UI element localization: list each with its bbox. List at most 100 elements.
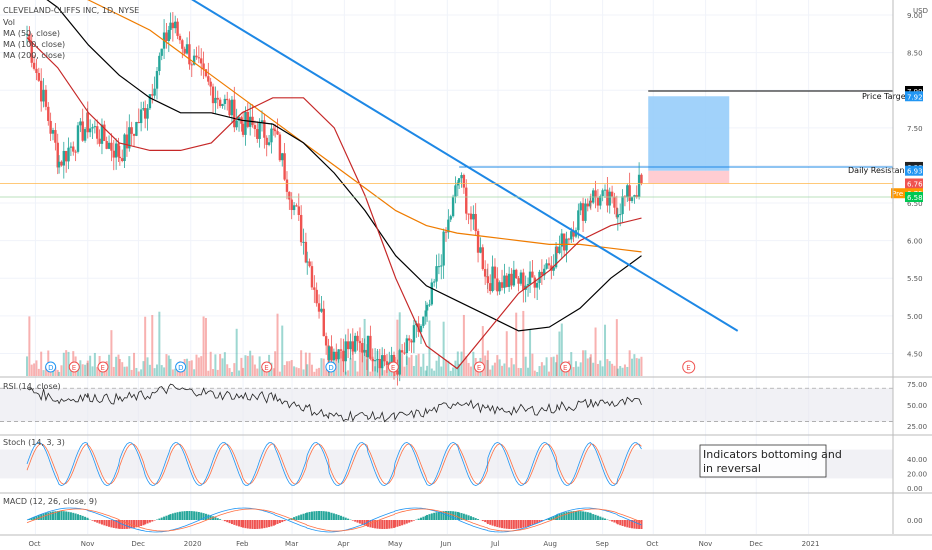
event-marker-e[interactable] bbox=[97, 361, 109, 373]
volume-bar bbox=[579, 362, 582, 376]
macd-histogram-bar bbox=[110, 520, 113, 528]
volume-bar bbox=[260, 369, 263, 376]
event-marker-d[interactable] bbox=[45, 361, 57, 373]
macd-histogram-bar bbox=[335, 514, 338, 520]
macd-histogram-bar bbox=[374, 520, 377, 529]
candle-body bbox=[270, 128, 273, 143]
candle-body bbox=[358, 341, 362, 344]
volume-bar bbox=[65, 350, 68, 376]
macd-histogram-bar bbox=[265, 520, 268, 528]
candle-body bbox=[555, 246, 559, 254]
volume-bar bbox=[435, 360, 438, 376]
ma50-line bbox=[26, 37, 642, 370]
volume-bar bbox=[151, 315, 154, 376]
volume-bar bbox=[167, 355, 170, 376]
volume-bar bbox=[472, 351, 475, 376]
legend-macd[interactable]: MACD (12, 26, close, 9) bbox=[3, 497, 97, 506]
volume-bar bbox=[426, 365, 429, 376]
volume-bar bbox=[200, 356, 203, 376]
legend-stoch[interactable]: Stoch (14, 3, 3) bbox=[3, 438, 65, 447]
macd-histogram-bar bbox=[547, 518, 550, 520]
volume-bar bbox=[469, 366, 472, 376]
candle-body bbox=[390, 354, 393, 363]
candle-body bbox=[396, 370, 399, 375]
volume-bar bbox=[447, 360, 450, 376]
legend-ma100[interactable]: MA (100, close) bbox=[3, 40, 65, 49]
candle-body bbox=[640, 174, 643, 184]
candle-body bbox=[283, 153, 286, 180]
volume-bar bbox=[608, 361, 611, 376]
candle-body bbox=[28, 34, 31, 42]
time-tick-label: Nov bbox=[81, 540, 95, 548]
volume-bar bbox=[611, 363, 614, 376]
macd-histogram-bar bbox=[577, 511, 580, 520]
candle-body bbox=[422, 316, 425, 326]
macd-histogram-bar bbox=[401, 520, 404, 526]
upcoming-earnings-marker[interactable] bbox=[682, 360, 696, 374]
volume-bar bbox=[153, 368, 156, 376]
macd-histogram-bar bbox=[133, 520, 136, 528]
macd-histogram-bar bbox=[496, 520, 499, 528]
macd-histogram-bar bbox=[320, 511, 323, 520]
event-marker-label: D bbox=[328, 364, 333, 372]
volume-bar bbox=[283, 365, 286, 376]
price-tag-label: 6.76 bbox=[907, 180, 923, 188]
event-marker-d[interactable] bbox=[325, 361, 337, 373]
candle-body bbox=[292, 205, 296, 211]
candle-body bbox=[260, 120, 264, 123]
legend-ma50[interactable]: MA (50, close) bbox=[3, 29, 60, 38]
macd-histogram-bar bbox=[621, 520, 624, 526]
candle-body bbox=[554, 246, 558, 268]
volume-bar bbox=[430, 368, 433, 376]
candle-body bbox=[594, 190, 597, 198]
macd-histogram-bar bbox=[304, 513, 307, 520]
macd-histogram-bar bbox=[469, 516, 472, 520]
volume-bar bbox=[574, 361, 577, 376]
legend-rsi[interactable]: RSI (14, close) bbox=[3, 382, 61, 391]
candle-body bbox=[47, 106, 50, 121]
macd-histogram-bar bbox=[62, 511, 65, 520]
macd-histogram-bar bbox=[531, 520, 534, 525]
legend-ma200[interactable]: MA (200, close) bbox=[3, 51, 65, 60]
candle-body bbox=[533, 277, 536, 288]
event-marker-d[interactable] bbox=[175, 361, 187, 373]
candle-body bbox=[635, 195, 638, 198]
macd-histogram-bar bbox=[174, 512, 177, 520]
event-marker-e[interactable] bbox=[68, 361, 80, 373]
macd-histogram-bar bbox=[105, 520, 108, 527]
descending-trendline[interactable] bbox=[162, 0, 739, 332]
candle-body bbox=[474, 213, 477, 232]
macd-histogram-bar bbox=[216, 518, 219, 520]
candle-body bbox=[510, 273, 513, 286]
macd-histogram-bar bbox=[188, 511, 191, 520]
event-marker-e[interactable] bbox=[473, 361, 485, 373]
candle-body bbox=[230, 99, 234, 116]
macd-histogram-bar bbox=[567, 511, 570, 520]
macd-histogram-bar bbox=[403, 520, 406, 525]
event-marker-e[interactable] bbox=[387, 361, 399, 373]
macd-histogram-bar bbox=[570, 511, 573, 520]
macd-histogram-bar bbox=[58, 511, 61, 520]
candle-body bbox=[64, 150, 68, 162]
candle-body bbox=[380, 355, 384, 369]
candle-body bbox=[462, 175, 466, 188]
legend-vol[interactable]: Vol bbox=[3, 18, 15, 27]
candle-body bbox=[42, 89, 45, 102]
candle-body bbox=[526, 284, 530, 286]
macd-histogram-bar bbox=[592, 514, 595, 520]
volume-bar bbox=[640, 356, 643, 376]
macd-histogram-bar bbox=[153, 520, 156, 521]
pre-market-tag bbox=[891, 188, 905, 199]
volume-bar bbox=[547, 371, 550, 376]
candle-body bbox=[276, 131, 279, 135]
macd-histogram-bar bbox=[640, 520, 643, 529]
candle-body bbox=[185, 44, 189, 54]
volume-bar bbox=[62, 352, 65, 376]
event-marker-e[interactable] bbox=[560, 361, 572, 373]
volume-bar bbox=[240, 357, 243, 376]
price-tag bbox=[905, 91, 923, 102]
time-axis[interactable]: Oct Nov Dec 2020 Feb Mar Apr May Jun Jul Aug Sep Oct… bbox=[28, 540, 819, 548]
event-marker-e[interactable] bbox=[261, 361, 273, 373]
indicator-note-box[interactable] bbox=[699, 444, 827, 478]
